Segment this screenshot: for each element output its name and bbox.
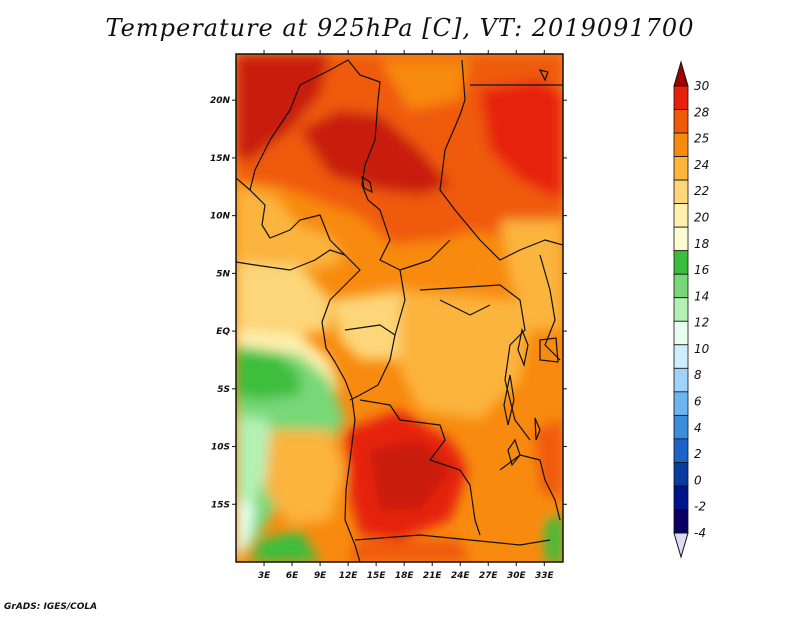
colorbar-label: 25	[694, 132, 709, 146]
colorbar-label: 20	[694, 210, 710, 224]
colorbar-swatch	[673, 391, 689, 416]
colorbar-swatch	[673, 344, 689, 369]
colorbar-swatch	[673, 485, 689, 510]
lakes	[361, 69, 559, 467]
colorbar-swatch	[673, 273, 689, 299]
colorbar-swatch	[673, 414, 689, 440]
lon-tick-label: 30E	[507, 571, 527, 581]
colorbar-label: 22	[694, 184, 709, 198]
lon-tick-label: 18E	[395, 571, 415, 581]
colorbar-max-arrow	[673, 60, 689, 87]
chart-title: Temperature at 925hPa [C], VT: 201909170…	[105, 14, 695, 42]
colorbar-label: 28	[694, 105, 710, 119]
colorbar-label: 2	[694, 447, 702, 461]
colorbar-label: 4	[694, 421, 702, 435]
plot-frame	[235, 53, 564, 563]
colorbar-label: 18	[694, 237, 710, 251]
lat-tick-label: EQ	[216, 327, 230, 337]
temperature-field	[236, 54, 563, 562]
lat-tick-label: 10S	[211, 443, 230, 453]
colorbar-label: 30	[694, 79, 710, 93]
colorbar-swatch	[673, 156, 689, 181]
lon-tick-label: 21E	[423, 571, 443, 581]
colorbar-swatch	[673, 109, 689, 134]
colorbar-label: 10	[694, 342, 710, 356]
colorbar-label: -2	[694, 500, 706, 514]
lat-tick-label: 5N	[216, 269, 230, 279]
lon-tick-label: 15E	[367, 571, 387, 581]
lon-tick-label: 9E	[314, 571, 327, 581]
colorbar-swatch	[673, 462, 689, 487]
colorbar-swatch	[673, 509, 689, 534]
lon-tick-label: 12E	[339, 571, 359, 581]
colorbar-swatch	[673, 179, 689, 205]
colorbar-min-arrow	[673, 532, 689, 559]
colorbar-label: 24	[694, 158, 709, 172]
lon-tick-label: 6E	[286, 571, 299, 581]
lon-tick-label: 27E	[479, 571, 499, 581]
colorbar-swatch	[673, 132, 689, 157]
colorbar-label: -4	[694, 526, 706, 540]
colorbar-swatch	[673, 320, 689, 346]
colorbar-swatch	[673, 85, 689, 110]
colorbar-swatch	[673, 203, 689, 228]
longitude-axis: 3E 6E 9E 12E 15E 18E 21E 24E 27E 30E 33E	[258, 50, 555, 581]
colorbar-swatch	[673, 297, 689, 322]
colorbar-swatch	[673, 226, 689, 252]
colorbar-label: 8	[694, 368, 702, 382]
lat-tick-label: 5S	[217, 385, 230, 395]
colorbar-label: 6	[694, 395, 702, 409]
lat-tick-label: 20N	[210, 96, 231, 106]
lon-tick-label: 33E	[535, 571, 555, 581]
latitude-axis: 20N 15N 10N 5N EQ 5S 10S 15S	[210, 96, 567, 510]
colorbar-label: 12	[694, 316, 709, 330]
colorbar-swatch	[673, 367, 689, 393]
colorbar-swatch	[673, 438, 689, 463]
colorbar-label: 14	[694, 289, 709, 303]
colorbar-label: 16	[694, 263, 710, 277]
lon-tick-label: 3E	[258, 571, 271, 581]
lat-tick-label: 15S	[211, 500, 230, 510]
lat-tick-label: 15N	[210, 154, 231, 164]
colorbar-swatch	[673, 250, 689, 275]
lon-tick-label: 24E	[451, 571, 471, 581]
lat-tick-label: 10N	[210, 212, 231, 222]
footer-credit: GrADS: IGES/COLA	[4, 602, 98, 612]
colorbar-label: 0	[694, 473, 702, 487]
country-boundaries	[236, 59, 563, 562]
